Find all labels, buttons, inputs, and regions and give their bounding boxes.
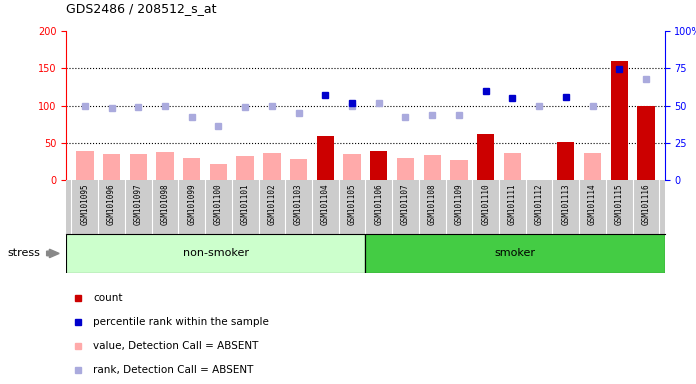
Text: GSM101102: GSM101102 bbox=[267, 183, 276, 225]
Text: GSM101113: GSM101113 bbox=[561, 183, 570, 225]
Text: GSM101108: GSM101108 bbox=[428, 183, 436, 225]
Bar bbox=[365, 234, 665, 273]
Text: GSM101100: GSM101100 bbox=[214, 183, 223, 225]
Text: non-smoker: non-smoker bbox=[183, 248, 248, 258]
Text: GSM101095: GSM101095 bbox=[80, 183, 89, 225]
Bar bbox=[557, 142, 574, 180]
Text: GSM101098: GSM101098 bbox=[161, 183, 170, 225]
Text: smoker: smoker bbox=[495, 248, 535, 258]
Bar bbox=[370, 151, 388, 180]
Bar bbox=[263, 153, 280, 180]
Bar bbox=[450, 159, 468, 180]
Bar bbox=[209, 164, 227, 180]
Text: rank, Detection Call = ABSENT: rank, Detection Call = ABSENT bbox=[93, 365, 253, 375]
Bar bbox=[66, 234, 365, 273]
Text: GDS2486 / 208512_s_at: GDS2486 / 208512_s_at bbox=[66, 2, 216, 15]
Bar bbox=[183, 158, 200, 180]
Bar bbox=[129, 154, 147, 180]
Bar bbox=[504, 153, 521, 180]
Text: count: count bbox=[93, 293, 122, 303]
Bar bbox=[343, 154, 361, 180]
Bar bbox=[610, 61, 628, 180]
Text: GSM101106: GSM101106 bbox=[374, 183, 383, 225]
Text: GSM101112: GSM101112 bbox=[535, 183, 544, 225]
Text: percentile rank within the sample: percentile rank within the sample bbox=[93, 317, 269, 327]
Bar bbox=[365, 234, 665, 273]
Bar bbox=[584, 153, 601, 180]
Text: stress: stress bbox=[7, 248, 40, 258]
Text: GSM101101: GSM101101 bbox=[241, 183, 250, 225]
Bar bbox=[157, 152, 174, 180]
Bar bbox=[103, 154, 120, 180]
Bar bbox=[237, 156, 254, 180]
Text: GSM101096: GSM101096 bbox=[107, 183, 116, 225]
Text: GSM101103: GSM101103 bbox=[294, 183, 303, 225]
Bar bbox=[477, 134, 494, 180]
Text: GSM101116: GSM101116 bbox=[642, 183, 651, 225]
Text: GSM101099: GSM101099 bbox=[187, 183, 196, 225]
Text: GSM101110: GSM101110 bbox=[481, 183, 490, 225]
Bar bbox=[76, 151, 93, 180]
Text: GSM101109: GSM101109 bbox=[454, 183, 464, 225]
Bar bbox=[290, 159, 307, 180]
Text: GSM101114: GSM101114 bbox=[588, 183, 597, 225]
Text: GSM101111: GSM101111 bbox=[508, 183, 517, 225]
Text: GSM101115: GSM101115 bbox=[615, 183, 624, 225]
Bar bbox=[638, 106, 655, 180]
Bar bbox=[317, 136, 334, 180]
Text: GSM101104: GSM101104 bbox=[321, 183, 330, 225]
Bar bbox=[66, 234, 365, 273]
Text: GSM101107: GSM101107 bbox=[401, 183, 410, 225]
Bar bbox=[397, 158, 414, 180]
Text: GSM101105: GSM101105 bbox=[347, 183, 356, 225]
Bar bbox=[424, 155, 441, 180]
Text: GSM101097: GSM101097 bbox=[134, 183, 143, 225]
Text: value, Detection Call = ABSENT: value, Detection Call = ABSENT bbox=[93, 341, 258, 351]
